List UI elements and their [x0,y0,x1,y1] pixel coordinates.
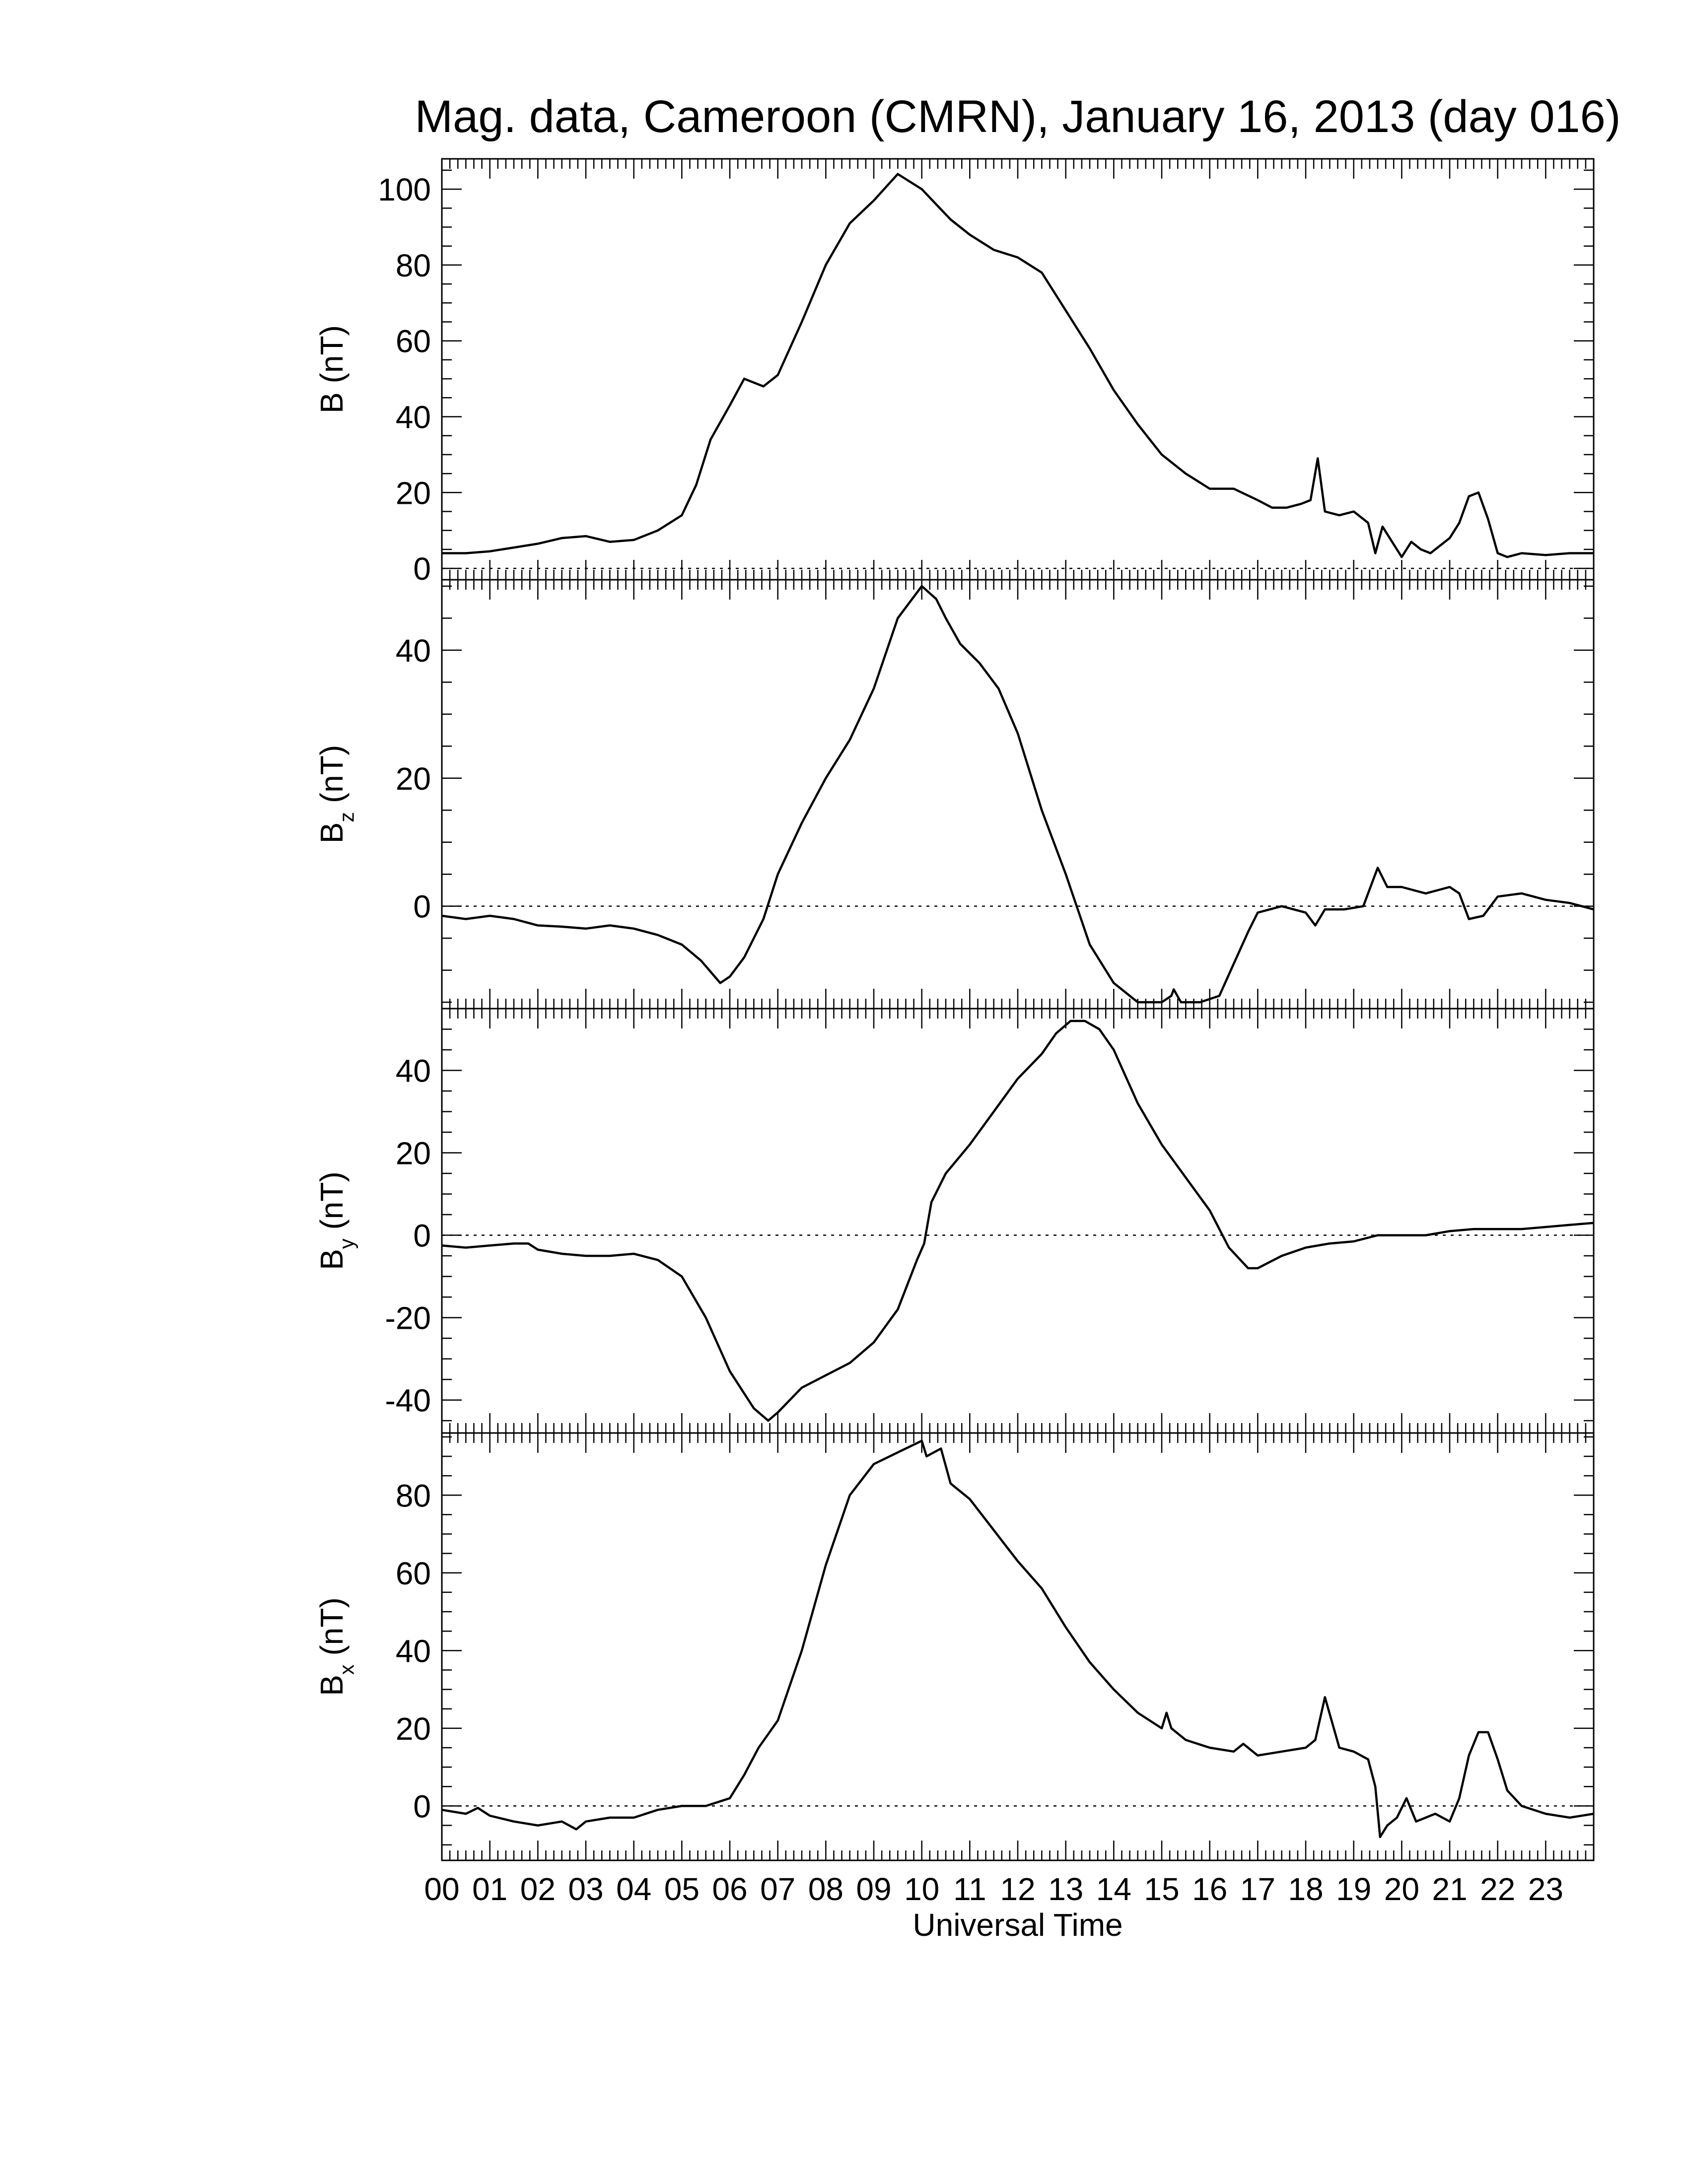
chart-title: Mag. data, Cameroon (CMRN), January 16, … [415,91,1621,142]
x-tick-label: 22 [1480,1871,1515,1907]
x-tick-label: 10 [904,1871,939,1907]
y-tick-label: -40 [385,1383,431,1419]
y-tick-label: 0 [413,1218,431,1254]
y-tick-label: 0 [413,551,431,587]
x-axis-label: Universal Time [913,1907,1123,1943]
x-tick-label: 14 [1096,1871,1131,1907]
plot-frame [441,1008,1595,1434]
x-tick-label: 21 [1432,1871,1467,1907]
y-tick-label: -20 [385,1300,431,1336]
y-tick-label: 80 [396,248,431,283]
y-tick-label: 20 [396,761,431,797]
x-tick-label: 03 [568,1871,603,1907]
x-tick-label: 18 [1288,1871,1323,1907]
x-tick-label: 15 [1144,1871,1179,1907]
y-tick-label: 20 [396,475,431,511]
y-tick-label: 40 [396,1633,431,1669]
x-tick-label: 13 [1048,1871,1083,1907]
y-axis-label: B (nT) [314,325,350,413]
y-tick-label: 60 [396,324,431,359]
x-tick-label: 23 [1528,1871,1563,1907]
panel-1: 0 20 40 60 80 100 B (nT) [314,158,1595,587]
x-tick-label: 00 [424,1871,459,1907]
panel-4: 0 20 40 60 80 Bx (nT) 00 01 02 03 04 05 06 07 08 09 10 11… [314,1432,1595,1907]
x-tick-label: 16 [1192,1871,1227,1907]
y-tick-label: 40 [396,633,431,669]
x-tick-label: 12 [1000,1871,1035,1907]
panel-2: 0 20 40 Bz (nT) [314,579,1595,1010]
x-tick-label: 17 [1240,1871,1275,1907]
y-axis-label: Bx (nT) [314,1597,358,1696]
plot-frame [441,158,1595,581]
x-tick-label: 01 [472,1871,507,1907]
x-tick-label: 02 [520,1871,556,1907]
x-tick-label: 06 [712,1871,747,1907]
x-tick-label: 04 [616,1871,651,1907]
series-line [442,173,1594,558]
y-tick-label: 100 [378,172,431,207]
x-tick-label: 07 [760,1871,795,1907]
panel-3: -40 -20 0 20 40 By (nT) [314,1008,1595,1434]
y-tick-label: 60 [396,1556,431,1591]
y-axis-label: Bz (nT) [314,745,358,844]
series-line [441,1020,1594,1422]
y-tick-label: 40 [396,1053,431,1089]
series-line [441,585,1594,1004]
plot-frame [441,579,1595,1010]
x-tick-label: 11 [953,1871,986,1907]
y-tick-label: 20 [396,1136,431,1171]
y-tick-label: 0 [413,1788,431,1824]
x-tick-label: 08 [808,1871,844,1907]
x-tick-label: 19 [1336,1871,1371,1907]
y-tick-label: 40 [396,400,431,435]
x-tick-label: 05 [664,1871,700,1907]
plot-frame [441,1432,1595,1861]
y-tick-label: 0 [413,889,431,925]
x-tick-label: 20 [1384,1871,1419,1907]
x-tick-label: 09 [856,1871,891,1907]
y-tick-label: 20 [396,1711,431,1747]
y-tick-label: 80 [396,1478,431,1513]
series-line [441,1439,1594,1839]
y-axis-label: By (nT) [314,1171,358,1270]
